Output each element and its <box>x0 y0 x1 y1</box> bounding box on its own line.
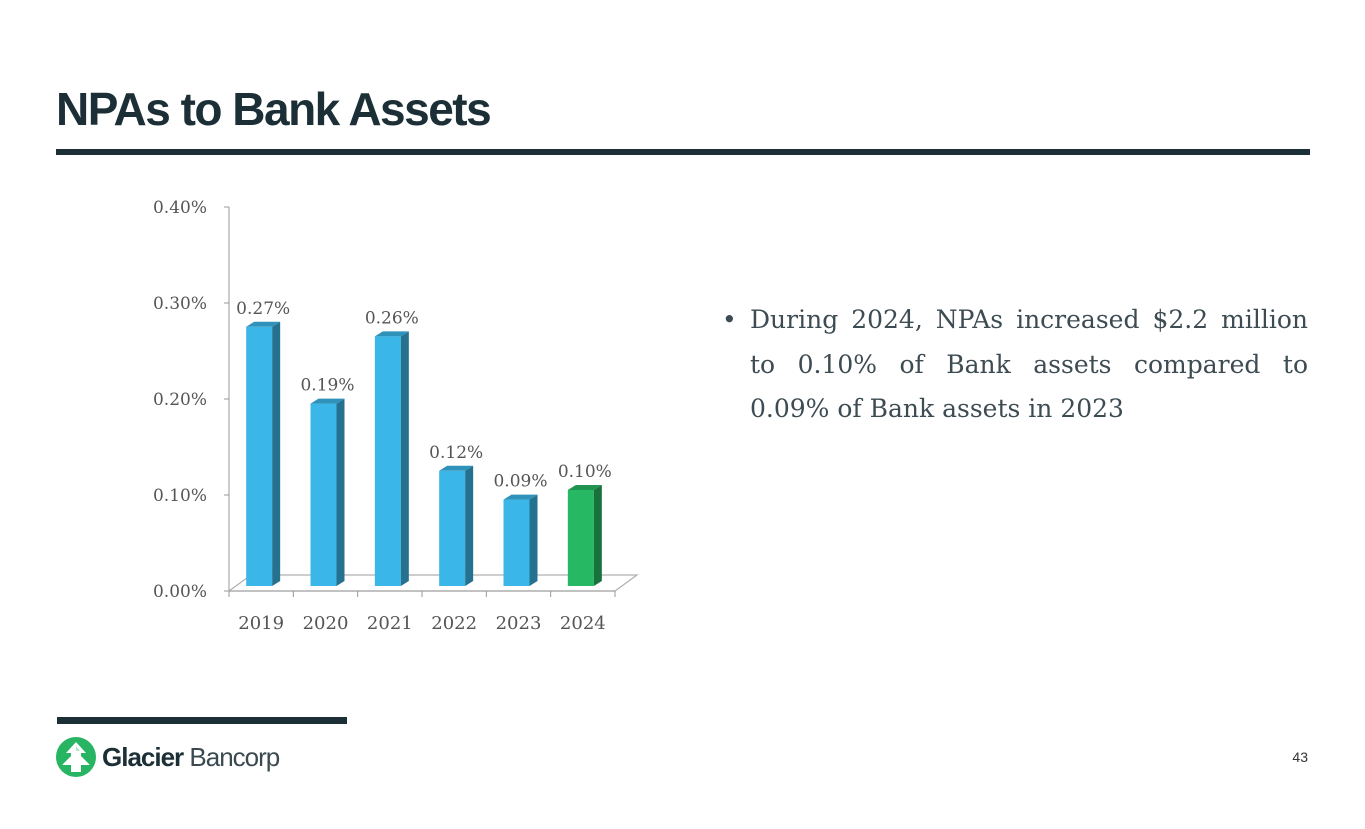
bar-side <box>593 485 602 586</box>
data-label: 0.12% <box>429 443 483 463</box>
title-rule <box>56 149 1310 155</box>
data-label: 0.09% <box>493 472 547 492</box>
bullet-item: • During 2024, NPAs increased $2.2 milli… <box>722 298 1308 432</box>
x-tick-label: 2024 <box>560 613 606 634</box>
bar-side <box>529 494 538 586</box>
x-tick-label: 2020 <box>303 613 349 634</box>
data-label: 0.27% <box>236 299 290 319</box>
bar-top <box>246 321 281 327</box>
x-tick-label: 2023 <box>496 613 542 634</box>
data-label: 0.10% <box>558 462 612 482</box>
bar-top <box>310 398 345 404</box>
page-number: 43 <box>1292 749 1308 765</box>
y-tick-label: 0.30% <box>153 294 207 314</box>
y-tick-label: 0.20% <box>153 390 207 410</box>
x-tick-label: 2022 <box>431 613 477 634</box>
y-tick-label: 0.10% <box>153 486 207 506</box>
bar-front <box>374 336 401 586</box>
data-label: 0.26% <box>365 308 419 328</box>
bar-front <box>503 499 530 586</box>
logo-name-bold: Glacier <box>102 742 184 772</box>
y-tick-label: 0.00% <box>153 582 207 602</box>
bar-top <box>439 465 474 471</box>
x-tick-label: 2019 <box>238 613 284 634</box>
logo-name-light: Bancorp <box>183 742 280 772</box>
data-label: 0.19% <box>300 376 354 396</box>
bar-top <box>567 485 602 490</box>
bar-front <box>567 490 594 586</box>
slide-title: NPAs to Bank Assets <box>56 83 492 135</box>
bar-side <box>336 398 345 586</box>
bar-2023 <box>503 494 538 586</box>
glacier-tree-icon <box>56 737 96 777</box>
bar-side <box>400 331 409 586</box>
bar-front <box>246 326 273 586</box>
bar-front <box>310 403 337 586</box>
footer-rule <box>57 717 347 724</box>
bullet-text: During 2024, NPAs increased $2.2 million… <box>750 305 1308 423</box>
bar-side <box>272 321 281 586</box>
bar-2021 <box>374 331 409 586</box>
bullet-marker: • <box>722 305 737 334</box>
bar-2019 <box>246 321 281 586</box>
bar-top <box>503 494 538 500</box>
bar-side <box>465 465 474 586</box>
bar-front <box>439 470 466 586</box>
y-tick-label: 0.40% <box>153 198 207 218</box>
logo-wordmark: Glacier Bancorp <box>102 742 280 773</box>
x-tick-label: 2021 <box>367 613 413 634</box>
bar-top <box>374 331 409 337</box>
bar-2022 <box>439 465 474 586</box>
bar-2020 <box>310 398 345 586</box>
bar-2024 <box>567 485 602 586</box>
